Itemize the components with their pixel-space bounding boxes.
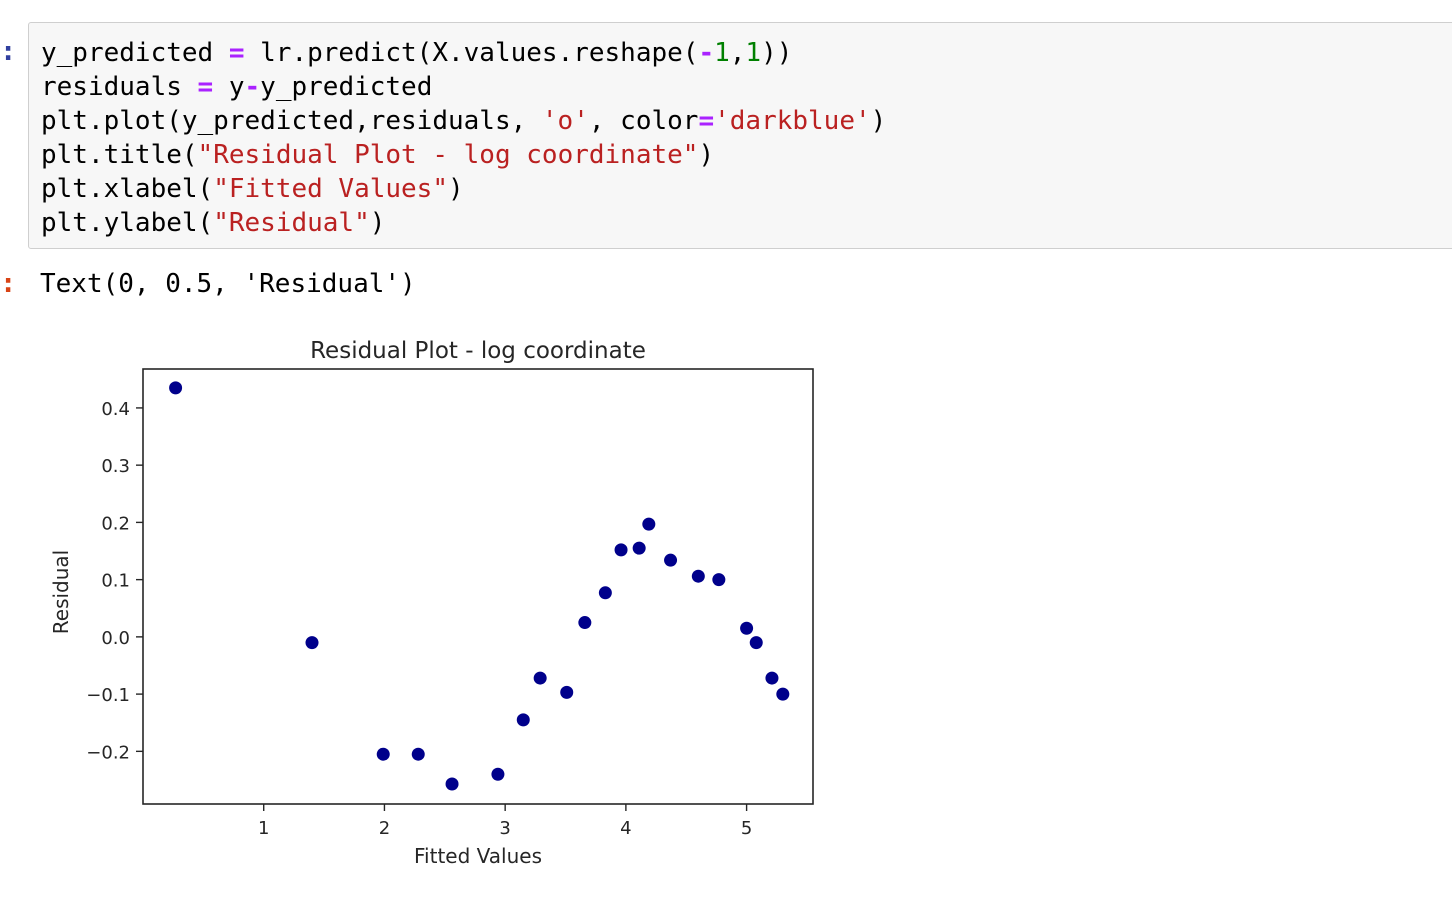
data-point [169, 381, 183, 395]
code-cell-input[interactable]: y_predicted = lr.predict(X.values.reshap… [28, 22, 1452, 249]
data-point [578, 616, 592, 630]
code-string: 'darkblue' [714, 106, 871, 136]
data-point [776, 687, 790, 701]
code-token: ) [369, 208, 386, 238]
data-point [691, 569, 705, 583]
code-line-6: plt.ylabel("Residual") [41, 206, 886, 240]
x-tick-label: 1 [258, 818, 269, 839]
code-token: y [213, 72, 245, 102]
y-tick-label: 0.3 [101, 456, 130, 477]
y-tick-label: −0.2 [86, 742, 130, 763]
data-point [516, 713, 530, 727]
plot-frame [142, 368, 814, 805]
code-token: lr.predict(X.values.reshape( [244, 38, 699, 68]
code-operator: = [228, 38, 245, 68]
code-token: , color [588, 106, 699, 136]
code-token: y_predicted [260, 72, 433, 102]
x-axis: 1 2 3 4 5 [258, 804, 752, 839]
code-token: residuals [41, 72, 198, 102]
data-point [598, 586, 612, 600]
code-editor[interactable]: y_predicted = lr.predict(X.values.reshap… [41, 36, 886, 240]
code-token: , [729, 38, 746, 68]
residual-scatter-plot: Residual Plot - log coordinate −0.2 −0.1 0… [49, 338, 814, 868]
scatter-points [169, 381, 790, 791]
x-tick-label: 5 [741, 818, 752, 839]
code-token: plt.title( [41, 140, 198, 170]
y-tick-label: 0.4 [101, 399, 130, 420]
code-line-4: plt.title("Residual Plot - log coordinat… [41, 138, 886, 172]
input-prompt: : [0, 36, 17, 67]
code-token: )) [761, 38, 793, 68]
data-point [305, 636, 319, 650]
code-number: 1 [745, 38, 762, 68]
data-point [740, 621, 754, 635]
data-point [533, 671, 547, 685]
code-number: 1 [714, 38, 730, 68]
output-text: Text(0, 0.5, 'Residual') [40, 269, 416, 299]
x-tick-label: 3 [499, 818, 510, 839]
code-operator: = [698, 106, 715, 136]
code-string: "Fitted Values" [213, 174, 448, 204]
y-tick-label: 0.0 [101, 628, 130, 649]
code-line-5: plt.xlabel("Fitted Values") [41, 172, 886, 206]
y-tick-label: 0.1 [101, 571, 130, 592]
code-token: ) [698, 140, 715, 170]
data-point [614, 543, 628, 557]
code-line-3: plt.plot(y_predicted,residuals, 'o', col… [41, 104, 886, 138]
code-operator: = [197, 72, 214, 102]
data-point [632, 541, 646, 555]
y-axis-label: Residual [49, 550, 73, 634]
code-line-2: residuals = y-y_predicted [41, 70, 886, 104]
code-string: "Residual Plot - log coordinate" [197, 140, 699, 170]
chart-title: Residual Plot - log coordinate [310, 338, 646, 364]
code-token: ) [448, 174, 464, 204]
code-token: ) [870, 106, 887, 136]
data-point [712, 573, 726, 587]
y-tick-label: 0.2 [101, 513, 130, 534]
data-point [491, 767, 505, 781]
x-tick-label: 4 [620, 818, 631, 839]
x-tick-label: 2 [379, 818, 390, 839]
code-operator: - [698, 38, 715, 68]
code-line-1: y_predicted = lr.predict(X.values.reshap… [41, 36, 886, 70]
data-point [664, 553, 678, 567]
y-tick-label: −0.1 [86, 685, 130, 706]
x-axis-label: Fitted Values [414, 844, 542, 868]
data-point [749, 636, 763, 650]
code-token: plt.ylabel( [41, 208, 214, 238]
y-axis: −0.2 −0.1 0.0 0.1 0.2 0.3 0.4 [86, 399, 143, 763]
code-token: plt.xlabel( [41, 174, 214, 204]
code-string: 'o' [541, 106, 589, 136]
data-point [411, 747, 425, 761]
code-string: "Residual" [213, 208, 370, 238]
code-token: plt.plot(y_predicted,residuals, [41, 106, 542, 136]
data-point [376, 747, 390, 761]
data-point [560, 685, 574, 699]
code-operator: - [244, 72, 261, 102]
code-token: y_predicted [41, 38, 229, 68]
data-point [765, 671, 779, 685]
data-point [642, 517, 656, 531]
data-point [445, 777, 459, 791]
output-prompt: : [0, 268, 17, 299]
